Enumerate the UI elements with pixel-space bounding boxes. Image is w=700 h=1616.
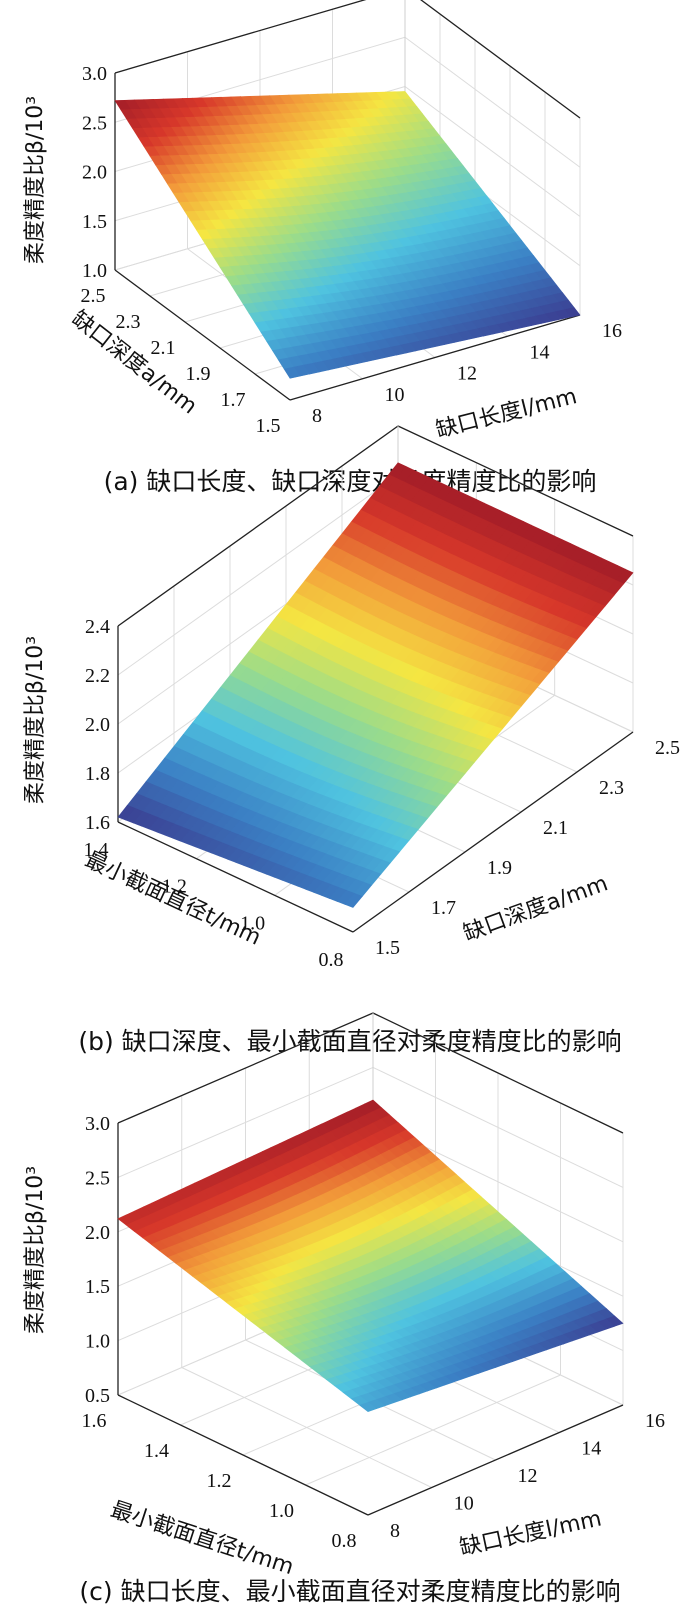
x-ticks: 1.6 1.4 1.2 1.0 0.8	[82, 1410, 357, 1552]
axis-line	[367, 1404, 624, 1516]
z-tick-label: 2.0	[85, 714, 110, 736]
z-tick-label: 2.4	[85, 616, 110, 638]
axis-box	[114, 0, 581, 401]
axis-line	[352, 731, 634, 933]
y-ticks: 8 10 12 14 16	[312, 320, 622, 427]
z-tick-label: 2.0	[82, 162, 107, 184]
y-tick-label: 12	[518, 1465, 538, 1487]
x-tick-label: 1.9	[186, 363, 211, 385]
x-tick-label: 1.0	[240, 912, 265, 934]
z-ticks: 1.6 1.8 2.0 2.2 2.4	[85, 616, 110, 834]
y-tick-label: 16	[602, 320, 622, 342]
axis-box	[117, 425, 634, 933]
surface-cell	[344, 893, 363, 908]
z-ticks: 1.0 1.5 2.0 2.5 3.0	[82, 63, 107, 282]
axis-line	[117, 1394, 369, 1516]
z-tick-label: 0.5	[85, 1385, 110, 1407]
z-tick-label: 1.5	[82, 211, 107, 233]
y-tick-label: 10	[385, 384, 405, 406]
grid-line	[404, 86, 581, 217]
x-tick-label: 2.3	[116, 311, 141, 333]
z-tick-label: 2.0	[85, 1222, 110, 1244]
surface	[117, 1099, 624, 1412]
z-ticks: 0.5 1.0 1.5 2.0 2.5 3.0	[85, 1113, 110, 1407]
surface	[117, 462, 634, 908]
x-tick-label: 1.6	[82, 1410, 107, 1432]
grid-line	[420, 0, 581, 119]
x-tick-label: 1.0	[269, 1500, 294, 1522]
z-tick-label: 1.5	[85, 1276, 110, 1298]
y-tick-label: 1.5	[375, 937, 400, 959]
y-axis-label: 缺口长度l/mm	[433, 384, 579, 443]
axis-line	[117, 821, 354, 933]
y-ticks: 1.5 1.7 1.9 2.1 2.3 2.5	[375, 737, 680, 959]
axis-line	[397, 425, 634, 537]
z-tick-label: 3.0	[85, 1113, 110, 1135]
chart-panel-b: 1.6 1.8 2.0 2.2 2.4 1.4 1.2 1.0 0.8 1.5 1.7 1.9 2.1 2…	[23, 425, 680, 1056]
z-tick-label: 2.5	[82, 112, 107, 134]
axis-line	[114, 0, 367, 74]
axis-line	[420, 0, 581, 119]
y-tick-label: 16	[645, 1410, 665, 1432]
y-tick-label: 10	[454, 1493, 474, 1515]
x-tick-label: 0.8	[332, 1530, 357, 1552]
grid-line	[117, 474, 399, 676]
surface	[114, 91, 581, 379]
z-tick-label: 2.2	[85, 665, 110, 687]
z-axis-label: 柔度精度比β/10³	[23, 96, 48, 264]
y-axis-label: 缺口深度a/mm	[460, 871, 611, 946]
y-ticks: 8 10 12 14 16	[390, 1410, 665, 1542]
y-tick-label: 8	[390, 1520, 400, 1542]
chart-panel-a: 1.0 1.5 2.0 2.5 3.0 2.5 2.3 2.1 1.9 1.7 1.5 8 10 12 14…	[23, 0, 622, 496]
axis-line	[114, 269, 291, 401]
x-ticks: 1.4 1.2 1.0 0.8	[84, 839, 344, 971]
z-tick-label: 1.0	[85, 1331, 110, 1353]
z-tick-label: 1.0	[82, 260, 107, 282]
surface-cell	[359, 1402, 378, 1412]
x-tick-label: 1.4	[144, 1440, 169, 1462]
grid-line	[181, 1367, 432, 1488]
z-tick-label: 1.6	[85, 812, 110, 834]
panel-caption: (a) 缺口长度、缺口深度对柔度精度比的影响	[104, 467, 597, 496]
axis-line	[117, 425, 399, 627]
y-tick-label: 1.9	[487, 857, 512, 879]
y-tick-label: 1.7	[431, 897, 456, 919]
chart-panel-c: 0.5 1.0 1.5 2.0 2.5 3.0 1.6 1.4 1.2 1.0 0.8 8 10 12 14…	[23, 1012, 665, 1606]
y-tick-label: 8	[312, 405, 322, 427]
x-tick-label: 1.4	[84, 839, 109, 861]
z-axis-label: 柔度精度比β/10³	[23, 1166, 48, 1334]
z-tick-label: 3.0	[82, 63, 107, 85]
z-axis-label: 柔度精度比β/10³	[23, 636, 48, 804]
x-tick-label: 2.1	[151, 337, 176, 359]
x-tick-label: 1.2	[207, 1470, 232, 1492]
panel-caption: (c) 缺口长度、最小截面直径对柔度精度比的影响	[79, 1577, 620, 1606]
panel-caption: (b) 缺口深度、最小截面直径对柔度精度比的影响	[78, 1027, 621, 1056]
grid-line	[404, 36, 581, 168]
y-tick-label: 2.1	[543, 817, 568, 839]
surface-cell	[283, 366, 301, 379]
y-axis-label: 缺口长度l/mm	[457, 1506, 603, 1560]
axis-line	[117, 1012, 374, 1124]
y-tick-label: 14	[530, 341, 550, 363]
x-tick-label: 1.7	[221, 389, 246, 411]
z-tick-label: 1.8	[85, 763, 110, 785]
x-tick-label: 2.5	[81, 285, 106, 307]
x-tick-label: 1.5	[256, 415, 281, 437]
y-tick-label: 12	[457, 363, 477, 385]
y-tick-label: 14	[581, 1438, 601, 1460]
x-tick-label: 0.8	[319, 949, 344, 971]
y-tick-label: 2.3	[599, 777, 624, 799]
z-tick-label: 2.5	[85, 1167, 110, 1189]
x-ticks: 2.5 2.3 2.1 1.9 1.7 1.5	[81, 285, 281, 437]
axis-line	[289, 314, 581, 401]
axis-line	[372, 1012, 624, 1134]
x-tick-label: 1.2	[162, 876, 187, 898]
y-tick-label: 2.5	[655, 737, 680, 759]
